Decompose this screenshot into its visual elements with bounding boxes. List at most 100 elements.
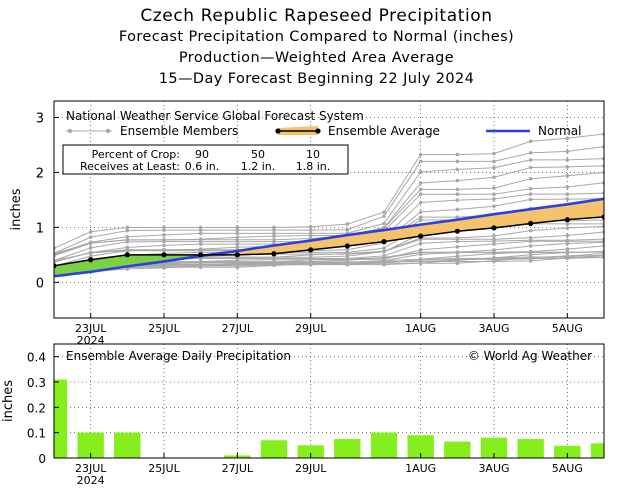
top-y-tick-label: 2 (36, 166, 44, 181)
bottom-x-tick-label: 27JUL (222, 462, 254, 475)
ensemble-average-point (528, 220, 534, 227)
ensemble-average-point (308, 247, 314, 253)
ensemble-member-point (125, 225, 130, 230)
top-plot-background (54, 101, 604, 318)
ensemble-member-point (455, 198, 460, 202)
ensemble-member-point (565, 247, 570, 251)
ensemble-member-point (528, 228, 533, 233)
top-y-tick-label: 1 (36, 221, 44, 236)
top-y-axis-label: inches (9, 188, 24, 230)
top-x-tick-label: 3AUG (478, 322, 509, 335)
ensemble-member-point (162, 264, 166, 269)
title-line-2: Forecast Precipitation Compared to Norma… (118, 29, 515, 45)
ensemble-member-point (528, 257, 533, 261)
ensemble-member-point (382, 246, 386, 250)
legend-members-point (67, 128, 73, 134)
ensemble-average-point (564, 217, 570, 223)
crop-table-row1-value: 50 (251, 148, 265, 161)
bottom-y-tick-label: 0.1 (27, 427, 46, 441)
daily-precip-bar (54, 379, 68, 458)
legend-normal-label: Normal (538, 124, 581, 138)
ensemble-member-point (418, 152, 423, 157)
ensemble-member-point (418, 257, 423, 261)
ensemble-member-point (492, 242, 496, 246)
ensemble-member-point (418, 200, 423, 205)
ensemble-member-point (235, 237, 240, 242)
crop-table-row2-value: 1.2 in. (241, 160, 276, 173)
bottom-x-tick-label: 29JUL (295, 462, 327, 475)
ensemble-member-point (308, 228, 313, 232)
ensemble-member-point (528, 197, 533, 202)
ensemble-member-point (565, 136, 570, 141)
legend-members-label: Ensemble Members (120, 124, 238, 138)
bottom-y-tick-label: 0.2 (27, 401, 46, 415)
ensemble-member-point (565, 149, 570, 154)
ensemble-member-point (565, 173, 570, 178)
daily-precip-bar (114, 432, 141, 458)
title-line-3: Production—Weighted Area Average (178, 50, 455, 66)
ensemble-member-point (565, 250, 570, 255)
daily-precip-bar (260, 440, 288, 458)
daily-precip-bar (297, 445, 324, 458)
top-panel-header: National Weather Service Global Forecast… (66, 109, 364, 123)
ensemble-member-point (455, 258, 460, 263)
bottom-y-axis-label: inches (1, 380, 16, 422)
ensemble-member-point (345, 250, 350, 255)
ensemble-member-point (125, 228, 130, 233)
ensemble-member-point (492, 197, 496, 201)
ensemble-member-point (418, 192, 423, 196)
ensemble-member-point (528, 158, 533, 162)
ensemble-member-point (382, 261, 386, 266)
ensemble-member-point (235, 260, 240, 265)
ensemble-member-point (88, 254, 93, 258)
crop-table-row1-label: Percent of Crop: (92, 148, 180, 161)
ensemble-member-point (418, 210, 423, 214)
ensemble-member-point (198, 259, 203, 264)
ensemble-member-point (565, 222, 570, 226)
ensemble-member-point (418, 247, 423, 252)
ensemble-average-point (601, 214, 604, 220)
ensemble-member-point (125, 245, 130, 250)
top-x-tick-label: 29JUL (295, 322, 327, 335)
bottom-panel-credit: © World Ag Weather (468, 349, 592, 363)
ensemble-member-point (455, 215, 460, 219)
ensemble-member-point (492, 234, 496, 238)
ensemble-member-point (528, 244, 533, 248)
ensemble-member-point (235, 242, 240, 246)
ensemble-member-point (88, 229, 93, 234)
ensemble-member-point (528, 139, 533, 144)
ensemble-member-point (455, 192, 460, 196)
ensemble-member-point (455, 152, 460, 157)
ensemble-member-point (492, 159, 496, 164)
ensemble-member-point (88, 235, 93, 240)
crop-table-row2-label: Receives at Least: (80, 160, 180, 173)
average-vs-normal-fill (127, 254, 164, 267)
daily-precip-bar (334, 439, 361, 458)
ensemble-member-point (235, 264, 240, 268)
top-x-tick-label: 25JUL (148, 322, 180, 335)
bottom-x-tick-label: 1AUG (405, 462, 436, 475)
ensemble-member-point (272, 225, 276, 230)
top-x-tick-label: 5AUG (552, 322, 583, 335)
ensemble-member-point (528, 238, 533, 243)
ensemble-member-point (455, 254, 460, 259)
ensemble-member-point (198, 225, 203, 230)
daily-precip-bar (590, 443, 604, 458)
crop-table-box (62, 144, 349, 175)
top-x-tick-label: 23JUL (75, 322, 107, 335)
ensemble-member-point (492, 204, 496, 208)
ensemble-member-point (455, 245, 460, 249)
ensemble-member-point (162, 225, 166, 230)
ensemble-member-point (455, 207, 460, 212)
ensemble-member-point (162, 248, 166, 253)
daily-precip-bar (554, 445, 581, 458)
bottom-plot-bars (54, 379, 604, 458)
crop-table-row1-value: 90 (195, 148, 209, 161)
ensemble-average-point (491, 225, 497, 231)
ensemble-member-point (272, 231, 276, 236)
top-y-tick-label: 0 (36, 276, 44, 291)
ensemble-member-point (125, 234, 130, 239)
legend-average-point (315, 128, 321, 134)
top-plot-frame (53, 100, 605, 319)
ensemble-average-point (198, 252, 204, 258)
